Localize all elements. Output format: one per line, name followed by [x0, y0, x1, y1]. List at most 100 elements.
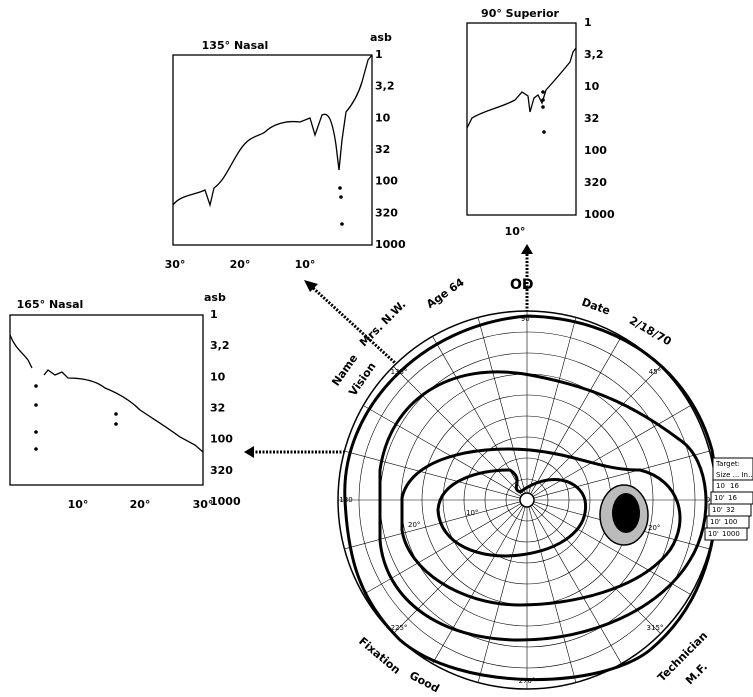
- y-tick-label: 100: [375, 175, 398, 188]
- table-cell: 16: [728, 494, 737, 502]
- isopter: [400, 447, 682, 607]
- date-label: Date: [580, 295, 612, 317]
- x-tick-label: 20°: [130, 498, 151, 511]
- profile-panel: 135° Nasal asb 1 3,2 10 32 100 320 1000 30° 20° 1…: [165, 31, 406, 271]
- fixation-point: [519, 492, 535, 508]
- angle-label: 180: [339, 496, 352, 504]
- dot: [34, 447, 38, 451]
- dot: [34, 430, 38, 434]
- meridian: [393, 366, 523, 496]
- profile-curve: [172, 54, 373, 208]
- meridian: [530, 336, 622, 495]
- y-tick-label: 320: [584, 176, 607, 189]
- dot: [339, 195, 343, 199]
- meridian: [477, 317, 526, 494]
- y-tick-label: 1: [210, 308, 218, 321]
- y-tick-label: 1000: [584, 208, 615, 221]
- dot: [34, 403, 38, 407]
- y-tick-label: 1000: [375, 238, 406, 251]
- angle-label: 0: [706, 496, 710, 504]
- table-cell: 32: [726, 506, 735, 514]
- ring-label: 10°: [466, 509, 478, 517]
- dot: [542, 130, 546, 134]
- meridian: [432, 505, 524, 664]
- y-tick-label: 10: [375, 111, 391, 124]
- technician: M.F.: [683, 660, 710, 687]
- fixation: Good: [407, 669, 441, 696]
- y-tick-label: 3,2: [375, 80, 395, 93]
- ring-label: 20°: [648, 524, 660, 532]
- panel-frame: [466, 22, 577, 216]
- x-tick-label: 20°: [230, 258, 251, 271]
- dot: [541, 105, 545, 109]
- angle-label: 135°: [391, 368, 408, 376]
- profile-panel: 90° Superior 1 3,2 10 32 100 320 1000 10°: [466, 7, 615, 238]
- dot: [338, 186, 342, 190]
- y-tick-label: 32: [210, 402, 225, 415]
- x-tick-label: 30°: [193, 498, 214, 511]
- meridian: [393, 504, 523, 634]
- dot: [114, 422, 118, 426]
- table-cell: 10': [708, 530, 719, 538]
- y-tick-label: 3,2: [584, 48, 604, 61]
- table-cell: 10': [710, 518, 721, 526]
- panel-frame: [172, 54, 373, 246]
- arrow-head: [244, 446, 254, 458]
- ring-label: 20°: [408, 521, 420, 529]
- panel-title: 135° Nasal: [202, 39, 269, 52]
- x-tick-label: 10°: [68, 498, 89, 511]
- angle-label: 315°: [647, 624, 664, 632]
- isopter: [378, 370, 708, 642]
- arrows: [244, 244, 533, 458]
- age: Age 64: [424, 275, 467, 311]
- y-tick-label: 10: [210, 370, 226, 383]
- table-cell: 100: [724, 518, 737, 526]
- arrow-head: [521, 244, 533, 254]
- table-row: [704, 527, 748, 541]
- meridian: [531, 504, 661, 634]
- y-tick-label: 1: [375, 48, 383, 61]
- angle-label: 270°: [519, 677, 536, 685]
- y-tick-label: 1: [584, 16, 592, 29]
- y-tick-label: 10: [584, 80, 600, 93]
- panel-title: 165° Nasal: [17, 298, 84, 311]
- y-tick-label: 3,2: [210, 339, 230, 352]
- x-tick-label: 10°: [295, 258, 316, 271]
- y-tick-label: 100: [210, 433, 233, 446]
- meridian: [531, 366, 661, 496]
- meridian: [363, 503, 522, 595]
- unit-label: asb: [370, 31, 392, 44]
- meridian: [532, 503, 691, 595]
- fixation-label: Fixation: [356, 635, 403, 677]
- meridian: [363, 405, 522, 497]
- dot: [114, 412, 118, 416]
- y-tick-label: 1000: [210, 495, 241, 508]
- dot: [34, 384, 38, 388]
- eye-label: OD: [510, 277, 534, 293]
- dot: [541, 98, 545, 102]
- meridian: [530, 505, 622, 664]
- y-tick-label: 320: [210, 464, 233, 477]
- x-tick-label: 30°: [165, 258, 186, 271]
- profile-curve: [466, 47, 577, 129]
- unit-label: asb: [204, 291, 226, 304]
- panel-title: 90° Superior: [481, 7, 559, 20]
- y-tick-label: 32: [584, 112, 599, 125]
- meridian: [344, 450, 521, 499]
- y-tick-label: 32: [375, 143, 390, 156]
- meridian: [533, 450, 710, 499]
- isopter: [436, 468, 588, 558]
- dot: [340, 222, 344, 226]
- meridian: [477, 506, 526, 683]
- table-cell: 16: [730, 482, 739, 490]
- table-header: Size ... In...: [716, 471, 753, 479]
- table-cell: 10': [712, 506, 723, 514]
- meridian: [344, 501, 521, 550]
- table-cell: 1000: [722, 530, 740, 538]
- meridian: [432, 336, 524, 495]
- scotoma-absolute: [612, 493, 640, 533]
- profile-panel: 165° Nasal asb 1 3,2 10 32 100 320 1000 10° 20° 3…: [9, 291, 241, 511]
- meridian: [528, 317, 577, 494]
